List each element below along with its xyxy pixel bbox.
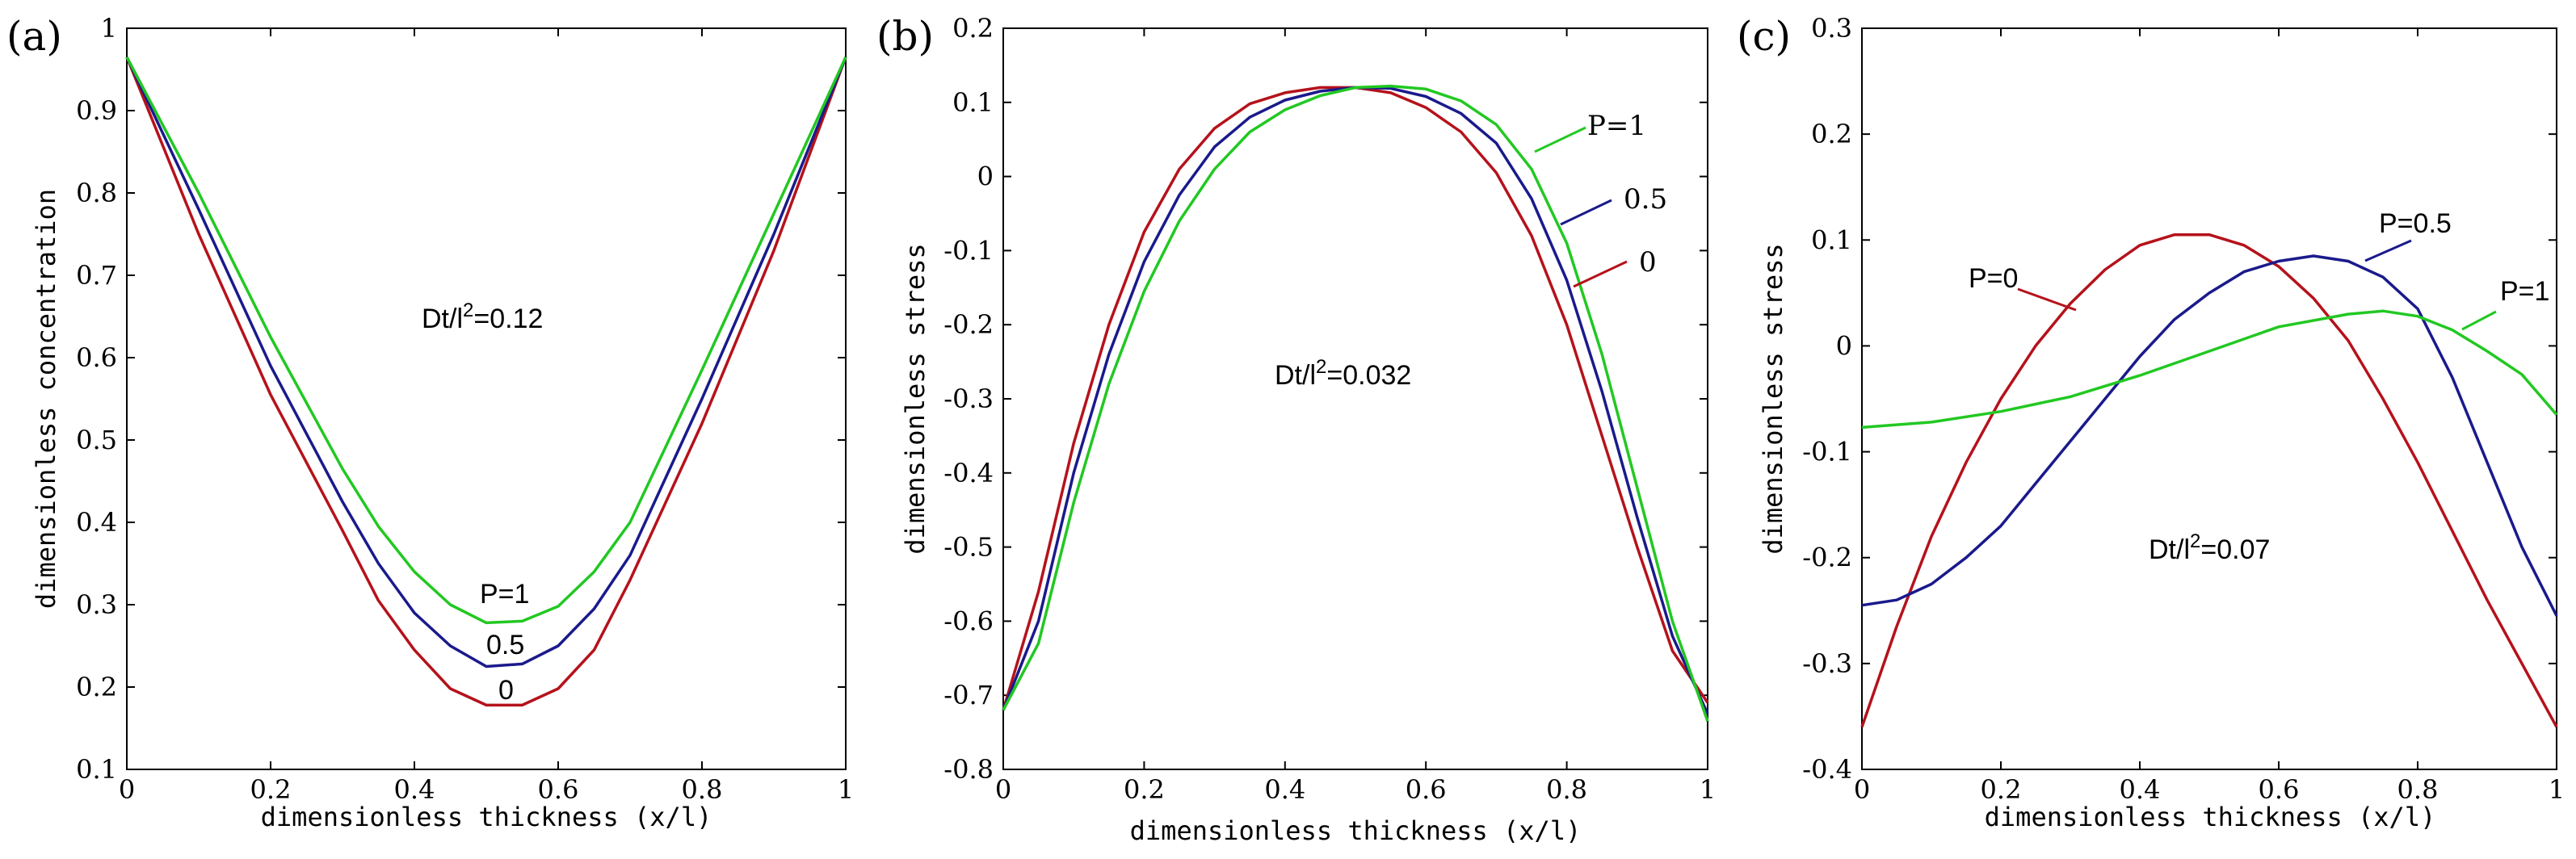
panel-a-ytick-label: 0.4	[76, 507, 117, 538]
panel-b-ytick-label: -0.3	[943, 383, 994, 414]
panel-c-label-p0: P=0	[1969, 263, 2018, 294]
panel-b-ytick-label: -0.6	[943, 605, 994, 636]
panel-b-leader-p1	[1534, 126, 1586, 153]
panel-b-series-p1	[1002, 84, 1709, 722]
panel-b-xtick-label: 0.2	[1124, 774, 1165, 805]
panel-a-ytick-label: 0.3	[76, 589, 117, 620]
panel-c-series-p05	[1861, 254, 2558, 617]
panel-a-series-p05	[125, 56, 847, 668]
panel-b-label-p0: 0	[1639, 246, 1657, 279]
panel-a-ytick-label: 0.9	[76, 95, 117, 126]
panel-b: (b) 0 0.2 0.4 0.6 0.8 1 -0.8 -0.7 -0.6 -0.5 -0.4 -0…	[876, 13, 1716, 846]
panel-b-ylabel: dimensionless stress	[900, 243, 931, 554]
panel-a-ytick-label: 0.1	[76, 754, 117, 785]
panel-a-label-p0: 0	[498, 675, 514, 706]
panel-b-ytick-label: -0.4	[943, 458, 994, 488]
panel-c-plot-frame	[1861, 27, 2557, 770]
panel-c-letter: (c)	[1737, 13, 1791, 60]
panel-a-xtick-label: 1	[838, 774, 854, 805]
panel-a-xtick-label: 0.4	[394, 774, 435, 805]
panel-c-ticks: 0 0.2 0.4 0.6 0.8 1 -0.4 -0.3 -0.2 -0.1 0 0.1 0.2 0.3	[1802, 13, 2565, 805]
panel-b-ytick-label: -0.7	[943, 680, 994, 710]
panel-b-xtick-label: 0.6	[1406, 774, 1447, 805]
panel-b-xtick-label: 0.8	[1546, 774, 1587, 805]
panel-b-leader-p05	[1560, 199, 1612, 226]
panel-a-ytick-label: 0.8	[76, 178, 117, 208]
panel-b-ytick-label: -0.2	[943, 309, 994, 340]
panel-c-label-p1: P=1	[2500, 276, 2549, 307]
panel-a-label-p1: P=1	[480, 579, 529, 610]
panel-a-letter: (a)	[6, 13, 62, 60]
panel-c-label-p05: P=0.5	[2379, 208, 2452, 239]
panel-b-series-p0	[1002, 86, 1709, 711]
panel-a-ylabel: dimensionless concentration	[31, 189, 61, 609]
panel-b-xlabel: dimensionless thickness (x/l)	[1130, 815, 1582, 846]
panel-b-curves	[1002, 84, 1709, 722]
panel-b-ytick-label: 0.2	[952, 13, 994, 44]
panel-c: (c) 0 0.2 0.4 0.6 0.8 1 -0.4 -0.3 -0.2 -0.1 0 0.1 0.…	[1737, 13, 2565, 832]
panel-b-leader-p0	[1573, 260, 1628, 288]
panel-a-series-p1	[125, 56, 847, 625]
panel-b-ytick-label: 0	[977, 161, 994, 192]
panel-b-label-p05: 0.5	[1624, 183, 1667, 216]
panel-a-xtick-label: 0.8	[682, 774, 723, 805]
panel-a-plot-frame	[126, 27, 847, 770]
panel-b-xtick-label: 0.4	[1264, 774, 1305, 805]
panel-c-ylabel: dimensionless stress	[1758, 243, 1788, 554]
panel-b-ytick-label: -0.1	[943, 235, 994, 266]
panel-b-ytick-label: 0.1	[952, 87, 994, 118]
panel-c-ytick-label: 0.1	[1811, 224, 1852, 255]
panel-c-series-p1	[1861, 309, 2558, 430]
panel-a-xlabel: dimensionless thickness (x/l)	[261, 802, 712, 832]
panel-c-xtick-label: 0.2	[1981, 774, 2022, 805]
panel-a-curves	[125, 56, 847, 707]
panel-c-ytick-label: -0.4	[1802, 754, 1852, 785]
panel-c-leader-p1	[2461, 310, 2497, 331]
panel-a-ytick-label: 0.2	[76, 672, 117, 702]
panel-c-series-p0	[1860, 233, 2558, 728]
panel-a-xtick-label: 0.6	[538, 774, 579, 805]
panel-c-ytick-label: -0.2	[1802, 543, 1852, 573]
panel-a-label-p05: 0.5	[486, 630, 524, 660]
panel-b-annotation: Dt/l2=0.032	[1275, 356, 1411, 391]
panel-c-xtick-label: 1	[2549, 774, 2565, 805]
panel-a-ytick-label: 0.6	[76, 342, 117, 373]
panel-c-ytick-label: -0.1	[1802, 437, 1852, 467]
panel-b-label-p1: P=1	[1587, 110, 1646, 142]
panel-c-ytick-label: 0	[1836, 330, 1852, 361]
panel-c-curves	[1860, 233, 2558, 728]
panel-b-letter: (b)	[876, 13, 934, 60]
panel-a-xtick-label: 0.2	[250, 774, 292, 805]
panel-b-ticks: 0 0.2 0.4 0.6 0.8 1 -0.8 -0.7 -0.6 -0.5 -0.4 -0.3 -0…	[943, 13, 1716, 805]
panel-b-xtick-label: 0	[995, 774, 1011, 805]
panel-a-series-p0	[125, 57, 847, 707]
panel-a-xtick-label: 0	[119, 774, 135, 805]
panel-c-leader-p05	[2364, 239, 2412, 262]
panel-a-ticks: 0 0.2 0.4 0.6 0.8 1 0.1 0.2 0.3 0.4 0.5 0.6 0.7 0.8 0.…	[76, 13, 854, 805]
panel-c-xtick-label: 0	[1854, 774, 1870, 805]
panel-a-ytick-label: 1	[101, 13, 117, 44]
panel-c-leader-p0	[2017, 287, 2077, 312]
panel-c-xtick-label: 0.8	[2397, 774, 2439, 805]
panel-b-ytick-label: -0.5	[943, 532, 994, 563]
panel-c-ytick-label: 0.3	[1811, 13, 1852, 44]
panel-c-ytick-label: 0.2	[1811, 119, 1852, 149]
panel-c-annotation: Dt/l2=0.07	[2149, 530, 2270, 565]
panel-a-ytick-label: 0.7	[76, 260, 117, 291]
panel-a: (a) 0 0.2 0.4 0.6 0.8 10.10.20.30.40.50.60.70…	[6, 13, 854, 832]
panel-b-series-p05	[1002, 86, 1709, 714]
panel-a-ytick-label: 0.5	[76, 425, 117, 455]
panel-b-ytick-label: -0.8	[943, 754, 994, 785]
panel-a-annotation: Dt/l2=0.12	[422, 300, 543, 334]
panel-c-xtick-label: 0.6	[2259, 774, 2300, 805]
panel-c-xlabel: dimensionless thickness (x/l)	[1985, 802, 2436, 832]
panel-c-xtick-label: 0.4	[2120, 774, 2161, 805]
panel-b-xtick-label: 1	[1700, 774, 1716, 805]
panel-c-ytick-label: -0.3	[1802, 648, 1852, 679]
